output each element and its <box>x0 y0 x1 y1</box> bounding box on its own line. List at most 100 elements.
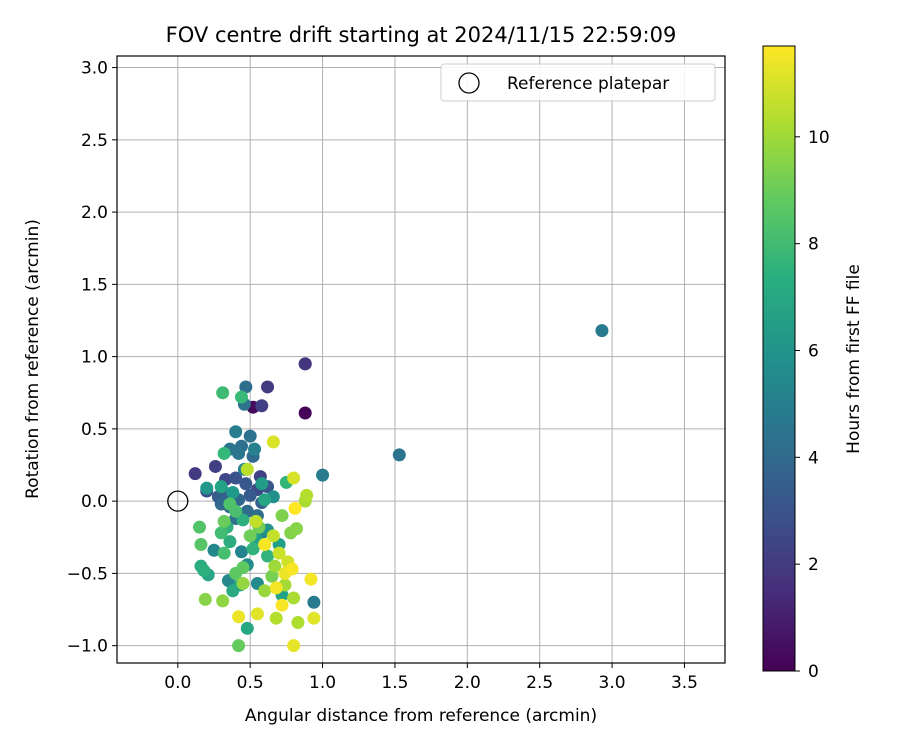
data-point <box>198 592 212 606</box>
data-point <box>269 581 283 595</box>
data-point <box>258 537 272 551</box>
y-tick-label: 1.0 <box>81 348 108 368</box>
data-point <box>307 611 321 625</box>
data-point <box>298 357 312 371</box>
data-point <box>261 380 275 394</box>
y-tick-label: 1.5 <box>81 275 108 295</box>
x-tick-label: 1.0 <box>309 673 336 693</box>
colorbar-gradient <box>762 45 796 672</box>
x-tick-label: 3.5 <box>671 673 698 693</box>
data-point <box>243 429 257 443</box>
y-tick-label: 0.5 <box>81 420 108 440</box>
data-point <box>304 572 318 586</box>
data-point <box>275 509 289 523</box>
data-point <box>214 526 228 540</box>
data-point <box>243 488 257 502</box>
legend-box <box>440 63 716 102</box>
data-point <box>236 513 250 527</box>
y-tick-label: −1.0 <box>67 637 108 657</box>
data-point <box>287 639 301 653</box>
x-tick-label: 2.5 <box>526 673 553 693</box>
data-point <box>275 598 289 612</box>
data-point <box>288 501 302 515</box>
data-point <box>287 471 301 485</box>
chart-title: FOV centre drift starting at 2024/11/15 … <box>166 23 677 47</box>
data-point <box>258 493 272 507</box>
data-point <box>291 616 305 630</box>
data-point <box>217 514 231 528</box>
data-point <box>239 380 253 394</box>
data-point <box>307 595 321 609</box>
data-point <box>240 462 254 476</box>
data-point <box>236 561 250 575</box>
data-point <box>265 569 279 583</box>
data-point <box>298 406 312 420</box>
y-tick-label: 2.5 <box>81 131 108 151</box>
data-point <box>285 562 299 576</box>
data-point <box>226 485 240 499</box>
data-point <box>223 535 237 549</box>
data-point <box>392 448 406 462</box>
data-point <box>246 542 260 556</box>
colorbar-tick-label: 6 <box>808 341 819 361</box>
data-point <box>290 522 304 536</box>
x-tick-label: 3.0 <box>599 673 626 693</box>
data-point <box>236 577 250 591</box>
y-axis-ticks: −1.0 −0.5 0.0 0.5 1.0 1.5 2.0 2.5 3.0 <box>67 59 117 657</box>
y-tick-label: 2.0 <box>81 203 108 223</box>
data-point <box>217 446 231 460</box>
data-point <box>250 607 264 621</box>
data-point <box>300 488 314 502</box>
colorbar-tick-label: 8 <box>808 235 819 255</box>
data-point <box>226 584 240 598</box>
reference-platepar-marker <box>167 490 189 512</box>
data-point <box>194 537 208 551</box>
x-tick-label: 0.5 <box>237 673 264 693</box>
y-tick-label: 0.0 <box>81 492 108 512</box>
data-point <box>232 446 246 460</box>
data-point <box>216 594 230 608</box>
data-point <box>234 545 248 559</box>
data-point <box>266 529 280 543</box>
data-point <box>269 611 283 625</box>
data-point <box>229 425 243 439</box>
colorbar: 0 2 4 6 8 10 Hours from first FF file <box>762 45 864 682</box>
data-point <box>200 481 214 495</box>
data-point <box>239 477 253 491</box>
data-point <box>258 584 272 598</box>
data-point <box>234 390 248 404</box>
data-point <box>255 477 269 491</box>
plot-frame <box>116 55 726 664</box>
data-point <box>214 480 228 494</box>
data-point <box>232 610 246 624</box>
data-point <box>316 468 330 482</box>
colorbar-ticks: 0 2 4 6 8 10 <box>795 128 830 682</box>
data-point <box>197 564 211 578</box>
data-point <box>207 543 221 557</box>
x-tick-label: 2.0 <box>454 673 481 693</box>
data-point <box>216 386 230 400</box>
data-point <box>232 639 246 653</box>
data-point <box>240 621 254 635</box>
legend-marker-icon <box>458 72 480 94</box>
data-point <box>193 520 207 534</box>
colorbar-tick-label: 0 <box>808 662 819 682</box>
x-tick-label: 1.5 <box>381 673 408 693</box>
legend-label: Reference platepar <box>507 74 669 94</box>
data-point <box>272 546 286 560</box>
data-point <box>261 549 275 563</box>
y-axis-label: Rotation from reference (arcmin) <box>23 219 43 499</box>
data-point <box>217 546 231 560</box>
x-tick-label: 0.0 <box>164 673 191 693</box>
data-point <box>243 529 257 543</box>
data-point <box>595 324 609 338</box>
colorbar-label: Hours from first FF file <box>844 264 864 454</box>
data-point <box>248 442 262 456</box>
x-axis-ticks: 0.0 0.5 1.0 1.5 2.0 2.5 3.0 3.5 <box>164 663 698 693</box>
data-point <box>266 435 280 449</box>
legend: Reference platepar <box>440 63 716 102</box>
colorbar-tick-label: 4 <box>808 448 819 468</box>
y-tick-label: −0.5 <box>67 564 108 584</box>
data-point <box>268 559 282 573</box>
